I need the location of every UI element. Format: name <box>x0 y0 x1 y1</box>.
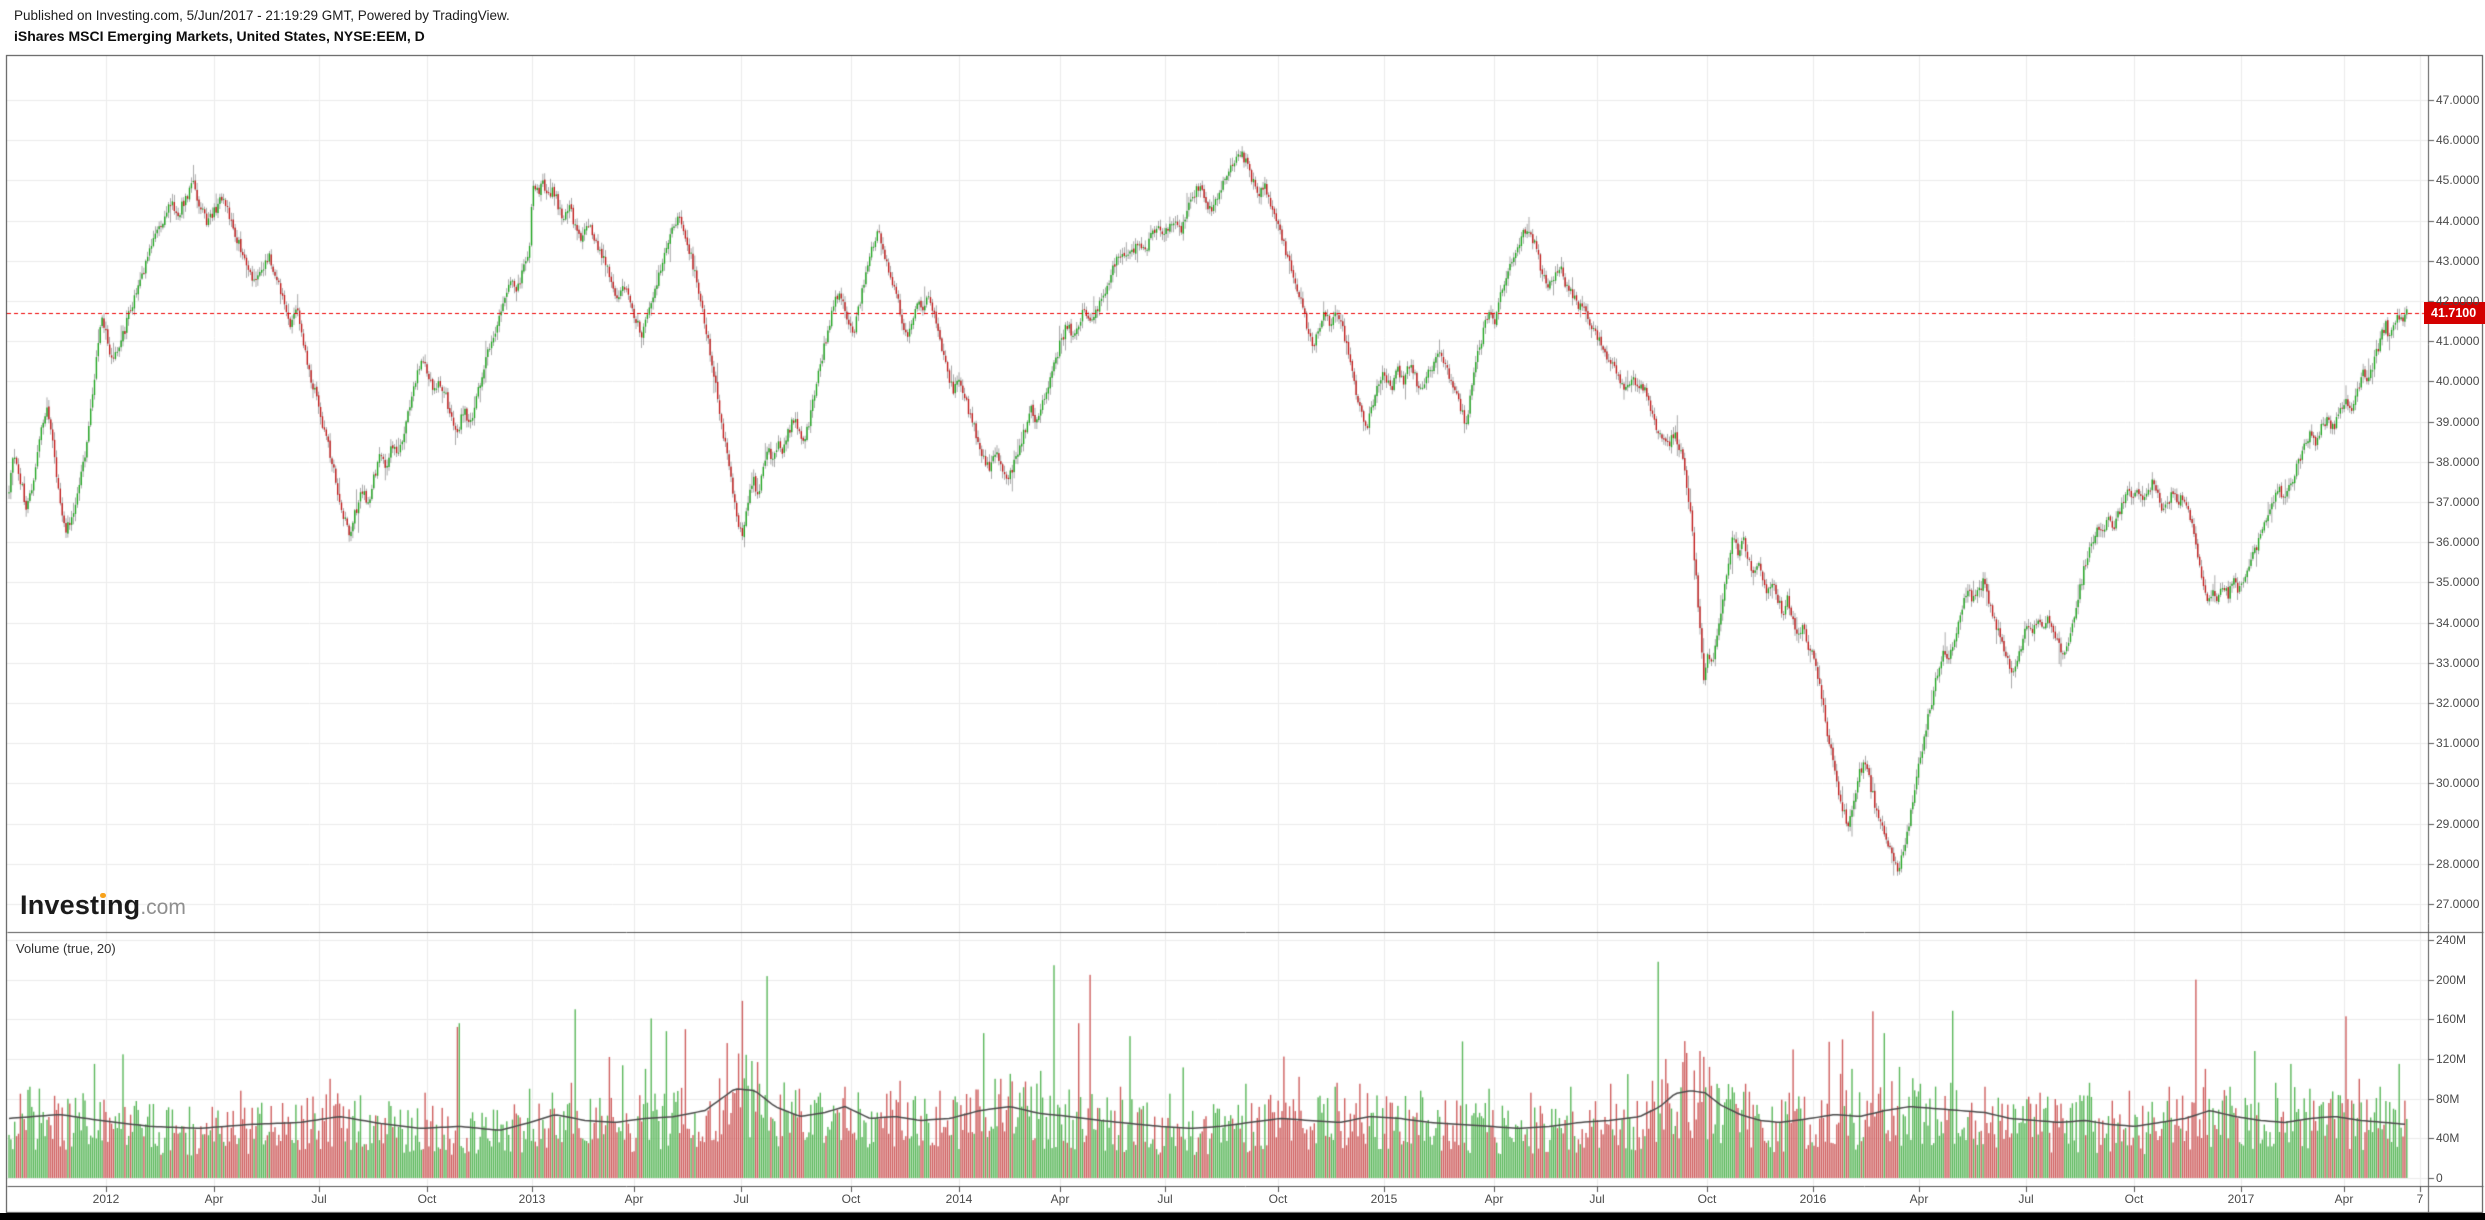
volume-indicator-label: Volume (true, 20) <box>16 941 116 956</box>
time-axis-label: 2014 <box>945 1192 973 1206</box>
last-price-tag: 41.7100 <box>2424 302 2485 324</box>
price-axis-label: 46.0000 <box>2436 133 2480 148</box>
price-axis-label: 41.0000 <box>2436 334 2480 349</box>
time-axis-label: Apr <box>624 1192 644 1206</box>
time-axis-label: Jul <box>2018 1192 2034 1206</box>
time-axis-label: 2017 <box>2227 1192 2255 1206</box>
logo-text-part1: Invest <box>20 890 100 920</box>
price-axis-label: 40.0000 <box>2436 374 2480 389</box>
time-axis-label: Apr <box>1484 1192 1504 1206</box>
time-axis-label: 7 <box>2416 1192 2424 1206</box>
logo-suffix: .com <box>140 896 186 919</box>
price-axis-label: 37.0000 <box>2436 495 2480 509</box>
price-axis-label: 47.0000 <box>2436 93 2480 107</box>
volume-axis-label: 240M <box>2436 932 2467 947</box>
price-axis-label: 42.0000 <box>2436 294 2480 308</box>
time-axis-label: Oct <box>417 1192 437 1206</box>
time-axis-label: Apr <box>1909 1192 1929 1206</box>
chart-title: iShares MSCI Emerging Markets, United St… <box>14 28 425 44</box>
price-axis-label: 33.0000 <box>2436 655 2480 670</box>
time-axis-label: Oct <box>841 1192 861 1206</box>
time-axis-label: Apr <box>204 1192 224 1206</box>
volume-axis-label: 160M <box>2436 1012 2467 1027</box>
time-axis-label: Oct <box>1268 1192 1288 1206</box>
time-axis-label: Jul <box>1157 1192 1173 1206</box>
time-axis-label: Jul <box>1589 1192 1605 1206</box>
time-axis-label: 2015 <box>1370 1192 1398 1206</box>
volume-axis-label: 0 <box>2436 1171 2443 1185</box>
bottom-border-bar <box>0 1213 2485 1220</box>
time-axis-label: Jul <box>311 1192 327 1206</box>
time-axis-label: Jul <box>733 1192 749 1206</box>
price-axis-label: 27.0000 <box>2436 897 2480 911</box>
price-axis-label: 34.0000 <box>2436 615 2480 630</box>
price-axis-label: 38.0000 <box>2436 454 2480 469</box>
investing-logo: Invest i ng .com <box>20 890 186 921</box>
price-axis-label: 31.0000 <box>2436 736 2480 751</box>
price-axis-label: 44.0000 <box>2436 213 2480 228</box>
volume-axis-label: 120M <box>2436 1051 2467 1066</box>
price-axis-label: 35.0000 <box>2436 575 2480 590</box>
price-axis-label: 29.0000 <box>2436 816 2480 831</box>
volume-axis-label: 200M <box>2436 972 2467 987</box>
price-axis-label: 30.0000 <box>2436 776 2480 791</box>
volume-axis-label: 40M <box>2436 1131 2460 1146</box>
price-axis-label: 39.0000 <box>2436 414 2480 429</box>
time-axis[interactable] <box>0 1186 2485 1213</box>
price-axis-label: 28.0000 <box>2436 856 2480 871</box>
price-axis-label: 45.0000 <box>2436 173 2480 188</box>
time-axis-label: Apr <box>2334 1192 2354 1206</box>
logo-text-part2: ng <box>106 890 141 920</box>
time-axis-label: 2016 <box>1799 1192 1827 1206</box>
price-axis-label: 36.0000 <box>2436 535 2480 550</box>
price-axis-label: 43.0000 <box>2436 253 2480 268</box>
price-axis-label: 32.0000 <box>2436 696 2480 710</box>
time-axis-label: 2013 <box>518 1192 546 1206</box>
published-line: Published on Investing.com, 5/Jun/2017 -… <box>14 8 510 23</box>
logo-accent-i: i <box>99 890 107 920</box>
time-axis-label: Apr <box>1050 1192 1070 1206</box>
volume-axis-label: 80M <box>2436 1091 2460 1106</box>
time-axis-label: Oct <box>1697 1192 1717 1206</box>
time-axis-label: Oct <box>2124 1192 2144 1206</box>
time-axis-label: 2012 <box>92 1192 120 1206</box>
